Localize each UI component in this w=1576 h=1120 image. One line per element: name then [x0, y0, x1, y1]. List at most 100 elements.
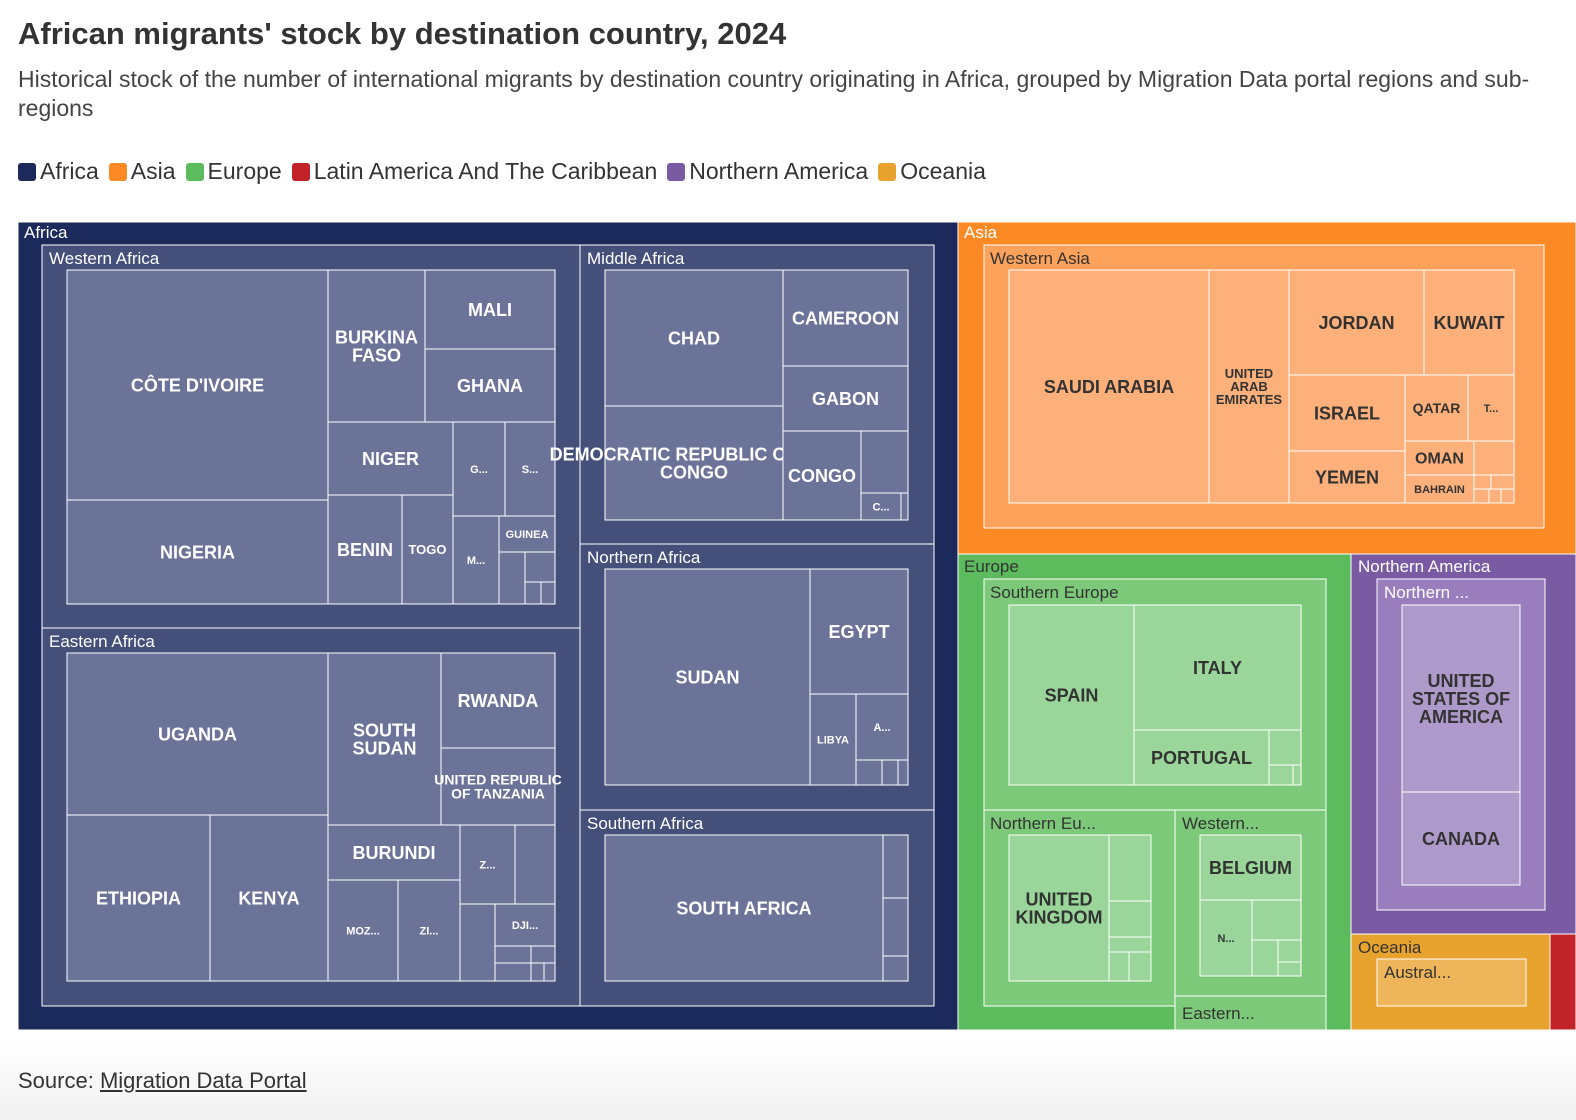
tile-wa2-small-2[interactable]: [1473, 474, 1492, 490]
tile-libya[interactable]: [809, 693, 857, 786]
tile-senegal[interactable]: [504, 421, 556, 517]
tile-mauritania[interactable]: [452, 515, 500, 605]
tile-sa-small-1[interactable]: [882, 834, 909, 899]
tile-ne-small-5[interactable]: [1128, 951, 1152, 982]
tile-ea-small-6[interactable]: [530, 962, 545, 982]
legend-item-asia[interactable]: Asia: [108, 158, 176, 185]
tile-spain[interactable]: [1008, 604, 1135, 786]
tile-ne-small-1[interactable]: [1108, 834, 1152, 902]
tile-sa-small-2[interactable]: [882, 897, 909, 957]
tile-we-small-2[interactable]: [1251, 939, 1279, 977]
tile-ea-small-3[interactable]: [494, 945, 532, 964]
tile-mozambique[interactable]: [327, 879, 399, 982]
tile-ea-small-1[interactable]: [514, 824, 556, 905]
tile-mali[interactable]: [424, 269, 556, 350]
subregion-eastern-europe[interactable]: [1174, 995, 1327, 1031]
tile-label-drc: DEMOCRATIC REPUBLIC OF THE CONGO: [550, 444, 839, 482]
tile-wa2-small-3[interactable]: [1490, 474, 1515, 490]
tile-ghana[interactable]: [424, 348, 556, 423]
tile-wa2-small-4[interactable]: [1473, 488, 1490, 504]
tile-car[interactable]: [860, 492, 902, 521]
tile-wa-small-4[interactable]: [540, 581, 556, 605]
tile-wa2-small-1[interactable]: [1473, 440, 1515, 476]
tile-togo[interactable]: [401, 494, 454, 605]
tile-na-small-1[interactable]: [855, 759, 883, 786]
tile-uganda[interactable]: [66, 652, 329, 816]
tile-gambia[interactable]: [452, 421, 506, 517]
tile-ea-small-7[interactable]: [543, 962, 556, 982]
tile-south_sudan[interactable]: [327, 652, 442, 826]
tile-na-small-3[interactable]: [897, 759, 909, 786]
legend-item-latin-america[interactable]: Latin America And The Caribbean: [291, 158, 657, 185]
tile-label-mali: MALI: [468, 300, 512, 320]
tile-wa2-small-6[interactable]: [1500, 488, 1515, 504]
tile-ma-small-2[interactable]: [900, 492, 909, 521]
tile-ne-small-2[interactable]: [1108, 900, 1152, 938]
tile-netherlands[interactable]: [1199, 899, 1253, 977]
tile-djibouti[interactable]: [494, 903, 556, 947]
source-link[interactable]: Migration Data Portal: [99, 1068, 307, 1093]
legend-item-northern-america[interactable]: Northern America: [667, 158, 868, 185]
tile-guinea[interactable]: [498, 515, 556, 553]
tile-nigeria[interactable]: [66, 499, 329, 605]
tile-na-small-2[interactable]: [881, 759, 899, 786]
tile-algeria[interactable]: [855, 693, 909, 761]
tile-zimbabwe[interactable]: [397, 879, 461, 982]
tile-ne-small-4[interactable]: [1108, 951, 1130, 982]
tile-uae[interactable]: [1208, 269, 1290, 504]
tile-sa-small-3[interactable]: [882, 955, 909, 982]
tile-label-guinea: GUINEA: [506, 529, 549, 541]
subregion-australia[interactable]: [1376, 958, 1527, 1007]
tile-uk[interactable]: [1008, 834, 1110, 982]
legend-label-asia: Asia: [130, 158, 176, 184]
tile-wa2-small-5[interactable]: [1488, 488, 1502, 504]
tile-benin[interactable]: [327, 494, 403, 605]
tile-rwanda[interactable]: [440, 652, 556, 749]
tile-cote_divoire[interactable]: [66, 269, 329, 501]
tile-ma-small-1[interactable]: [860, 430, 909, 494]
tile-ethiopia[interactable]: [66, 814, 211, 982]
tile-south_africa[interactable]: [604, 834, 884, 982]
tile-we-small-1[interactable]: [1251, 899, 1302, 941]
tile-wa-small-2[interactable]: [524, 551, 556, 583]
legend-item-africa[interactable]: Africa: [18, 158, 99, 185]
tile-ea-small-2[interactable]: [459, 903, 496, 982]
tile-wa-small-3[interactable]: [524, 581, 542, 605]
tile-jordan[interactable]: [1288, 269, 1425, 376]
tile-burkina_faso[interactable]: [327, 269, 426, 423]
tile-tanzania[interactable]: [440, 747, 556, 826]
source-prefix: Source:: [18, 1068, 94, 1093]
legend-item-europe[interactable]: Europe: [185, 158, 282, 185]
tile-turkiye[interactable]: [1467, 374, 1515, 442]
tile-italy[interactable]: [1133, 604, 1302, 731]
tile-ne-small-3[interactable]: [1108, 936, 1152, 953]
tile-gabon[interactable]: [782, 365, 909, 432]
tile-se-small-3[interactable]: [1292, 764, 1302, 786]
tile-se-small-1[interactable]: [1268, 729, 1302, 766]
tile-kenya[interactable]: [209, 814, 329, 982]
legend-item-oceania[interactable]: Oceania: [878, 158, 986, 185]
region-latin-america[interactable]: [1549, 933, 1576, 1031]
tile-we-small-4[interactable]: [1277, 961, 1302, 977]
tile-we-small-3[interactable]: [1277, 939, 1302, 963]
tile-drc[interactable]: [604, 405, 784, 521]
tile-niger[interactable]: [327, 421, 454, 496]
tile-israel[interactable]: [1288, 374, 1406, 452]
tile-congo[interactable]: [782, 430, 862, 521]
tile-ea-small-5[interactable]: [494, 962, 532, 982]
tile-canada[interactable]: [1401, 791, 1521, 886]
tile-qatar[interactable]: [1404, 374, 1469, 442]
tile-bahrain[interactable]: [1404, 474, 1475, 504]
tile-usa[interactable]: [1401, 604, 1521, 793]
tile-egypt[interactable]: [809, 568, 909, 695]
tile-ea-small-4[interactable]: [530, 945, 556, 964]
legend-swatch-latin-america: [291, 162, 310, 181]
tile-portugal[interactable]: [1133, 729, 1270, 786]
tile-chad[interactable]: [604, 269, 784, 407]
tile-kuwait[interactable]: [1423, 269, 1515, 376]
tile-wa-small-1[interactable]: [498, 551, 526, 605]
tile-se-small-2[interactable]: [1268, 764, 1294, 786]
tile-cameroon[interactable]: [782, 269, 909, 367]
tile-belgium[interactable]: [1199, 834, 1302, 901]
tile-saudi_arabia[interactable]: [1008, 269, 1210, 504]
